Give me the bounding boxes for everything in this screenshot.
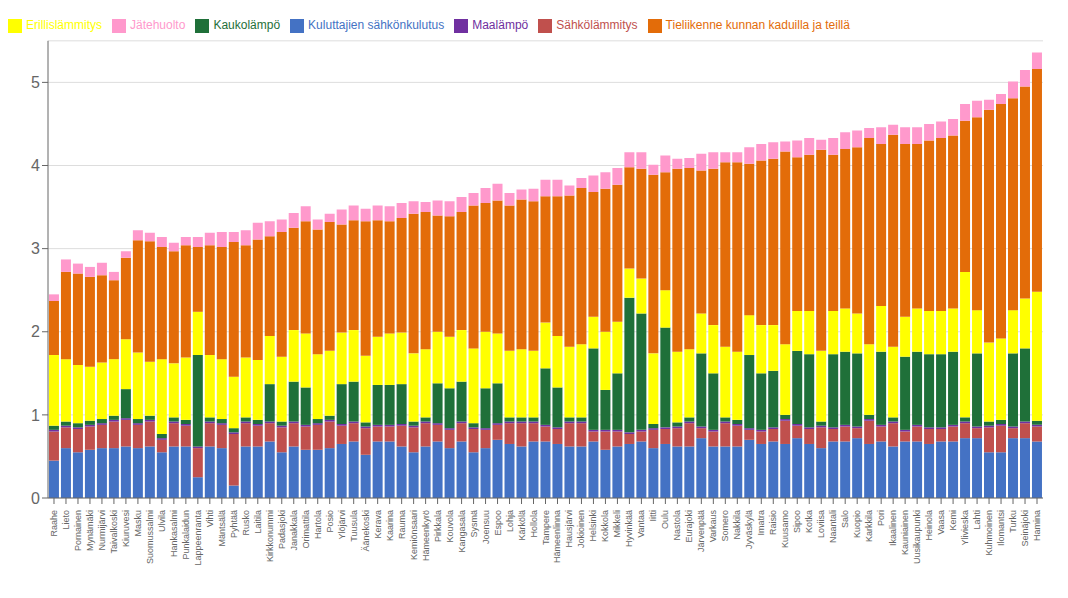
svg-text:Salo: Salo (840, 510, 850, 528)
svg-text:Loviisa: Loviisa (816, 510, 826, 538)
svg-text:Raisio: Raisio (768, 510, 778, 535)
svg-text:Pornainen: Pornainen (73, 510, 83, 551)
svg-text:5: 5 (31, 74, 40, 91)
svg-text:Kiuruvesi: Kiuruvesi (121, 510, 131, 547)
svg-text:Vantaa: Vantaa (636, 510, 646, 538)
svg-text:Hartola: Hartola (313, 510, 323, 539)
svg-text:Ylivieska: Ylivieska (960, 510, 970, 546)
svg-text:Kärkölä: Kärkölä (517, 510, 527, 541)
svg-text:Imatra: Imatra (756, 510, 766, 536)
svg-text:Lahti: Lahti (972, 510, 982, 530)
svg-text:Vaasa: Vaasa (936, 510, 946, 535)
svg-text:Helsinki: Helsinki (588, 510, 598, 542)
html-text:Kaukolämpö: Kaukolämpö (213, 18, 281, 32)
svg-text:Hankasalmi: Hankasalmi (169, 510, 179, 557)
svg-text:Naantali: Naantali (828, 510, 838, 543)
svg-text:Raahe: Raahe (49, 510, 59, 537)
svg-text:2: 2 (31, 323, 40, 340)
svg-text:Espoo: Espoo (493, 510, 503, 536)
svg-text:Kemi: Kemi (948, 510, 958, 531)
svg-text:Ikaalinen: Ikaalinen (888, 510, 898, 546)
svg-text:1: 1 (31, 407, 40, 424)
svg-text:Sipoo: Sipoo (792, 510, 802, 533)
svg-text:3: 3 (31, 240, 40, 257)
svg-text:Laitila: Laitila (253, 510, 263, 534)
svg-text:Kirkkonummi: Kirkkonummi (265, 510, 275, 562)
svg-text:Vihti: Vihti (205, 510, 215, 527)
svg-text:4: 4 (31, 157, 40, 174)
svg-text:Kemiönsaari: Kemiönsaari (409, 510, 419, 560)
svg-text:Kouvola: Kouvola (445, 510, 455, 543)
svg-text:Orimattila: Orimattila (301, 510, 311, 549)
svg-text:Posio: Posio (325, 510, 335, 533)
svg-text:0: 0 (31, 490, 40, 507)
svg-text:Kotka: Kotka (804, 510, 814, 533)
svg-text:Nakkila: Nakkila (732, 510, 742, 540)
svg-text:Ilomantsi: Ilomantsi (996, 510, 1006, 546)
svg-text:Lieto: Lieto (61, 510, 71, 530)
svg-text:Kerava: Kerava (373, 510, 383, 539)
svg-text:Janakkala: Janakkala (289, 510, 299, 551)
svg-text:Pirkkala: Pirkkala (433, 510, 443, 542)
svg-text:Sysmä: Sysmä (469, 510, 479, 538)
svg-text:Uusikaupunki: Uusikaupunki (912, 510, 922, 564)
svg-text:Taivalkoski: Taivalkoski (109, 510, 119, 554)
svg-text:Kuhmoinen: Kuhmoinen (984, 510, 994, 556)
html-text:Tieliikenne kunnan kaduilla ja: Tieliikenne kunnan kaduilla ja teillä (665, 18, 850, 32)
svg-text:Joensuu: Joensuu (481, 510, 491, 544)
svg-text:Mikkeli: Mikkeli (612, 510, 622, 538)
svg-text:Kuopio: Kuopio (852, 510, 862, 538)
svg-text:Pori: Pori (876, 510, 886, 526)
svg-text:Kangasala: Kangasala (457, 510, 467, 553)
svg-text:Mynämäki: Mynämäki (85, 510, 95, 551)
svg-text:Hausjärvi: Hausjärvi (564, 510, 574, 548)
svg-text:Hollola: Hollola (529, 510, 539, 538)
html-text:Maalämpö: Maalämpö (472, 18, 529, 32)
svg-text:Heinola: Heinola (924, 510, 934, 541)
svg-text:Suomussalmi: Suomussalmi (145, 510, 155, 564)
svg-text:Jyväskylä: Jyväskylä (744, 510, 754, 549)
html-text:Kuluttajien sähkönkulutus: Kuluttajien sähkönkulutus (308, 18, 445, 32)
svg-text:Hämeenlinna: Hämeenlinna (552, 510, 562, 563)
svg-text:Tampere: Tampere (541, 510, 551, 545)
svg-text:Karkkila: Karkkila (864, 510, 874, 542)
svg-text:Äänekoski: Äänekoski (361, 510, 371, 552)
html-text:Sähkölämmitys: Sähkölämmitys (556, 18, 638, 32)
html-text:Jätehuolto: Jätehuolto (130, 18, 186, 32)
svg-text:Hamina: Hamina (1032, 510, 1042, 541)
svg-text:Varkaus: Varkaus (708, 510, 718, 543)
svg-text:Mäntsälä: Mäntsälä (217, 510, 227, 547)
svg-text:Punkalaidun: Punkalaidun (181, 510, 191, 560)
svg-text:Järvenpää: Järvenpää (696, 510, 706, 552)
svg-text:Somero: Somero (720, 510, 730, 542)
html-text:Erillislämmitys: Erillislämmitys (26, 18, 102, 32)
svg-text:Kaarina: Kaarina (385, 510, 395, 541)
svg-text:Hyvinkää: Hyvinkää (624, 510, 634, 547)
svg-text:Jokioinen: Jokioinen (576, 510, 586, 548)
svg-text:Seinäjoki: Seinäjoki (1020, 510, 1030, 547)
svg-text:Tuusula: Tuusula (349, 510, 359, 542)
svg-text:Kuusamo: Kuusamo (780, 510, 790, 548)
svg-text:Ulvila: Ulvila (157, 510, 167, 532)
svg-text:Eurajoki: Eurajoki (684, 510, 694, 543)
svg-text:Kauniainen: Kauniainen (900, 510, 910, 555)
svg-text:Rusko: Rusko (241, 510, 251, 536)
svg-text:Rauma: Rauma (397, 510, 407, 539)
svg-text:Kokkola: Kokkola (600, 510, 610, 542)
svg-text:Padasjoki: Padasjoki (277, 510, 287, 549)
svg-text:Oulu: Oulu (660, 510, 670, 529)
svg-text:Lappeenranta: Lappeenranta (193, 510, 203, 566)
svg-text:Turku: Turku (1008, 510, 1018, 533)
svg-text:Nurmijärvi: Nurmijärvi (97, 510, 107, 551)
svg-text:Ylöjärvi: Ylöjärvi (337, 510, 347, 540)
svg-text:Nastola: Nastola (672, 510, 682, 541)
svg-text:Hämeenkyrö: Hämeenkyrö (421, 510, 431, 561)
svg-text:Lohja: Lohja (505, 510, 515, 532)
svg-text:Iitti: Iitti (648, 510, 658, 522)
svg-text:Masku: Masku (133, 510, 143, 537)
svg-text:Pyhtää: Pyhtää (229, 510, 239, 538)
